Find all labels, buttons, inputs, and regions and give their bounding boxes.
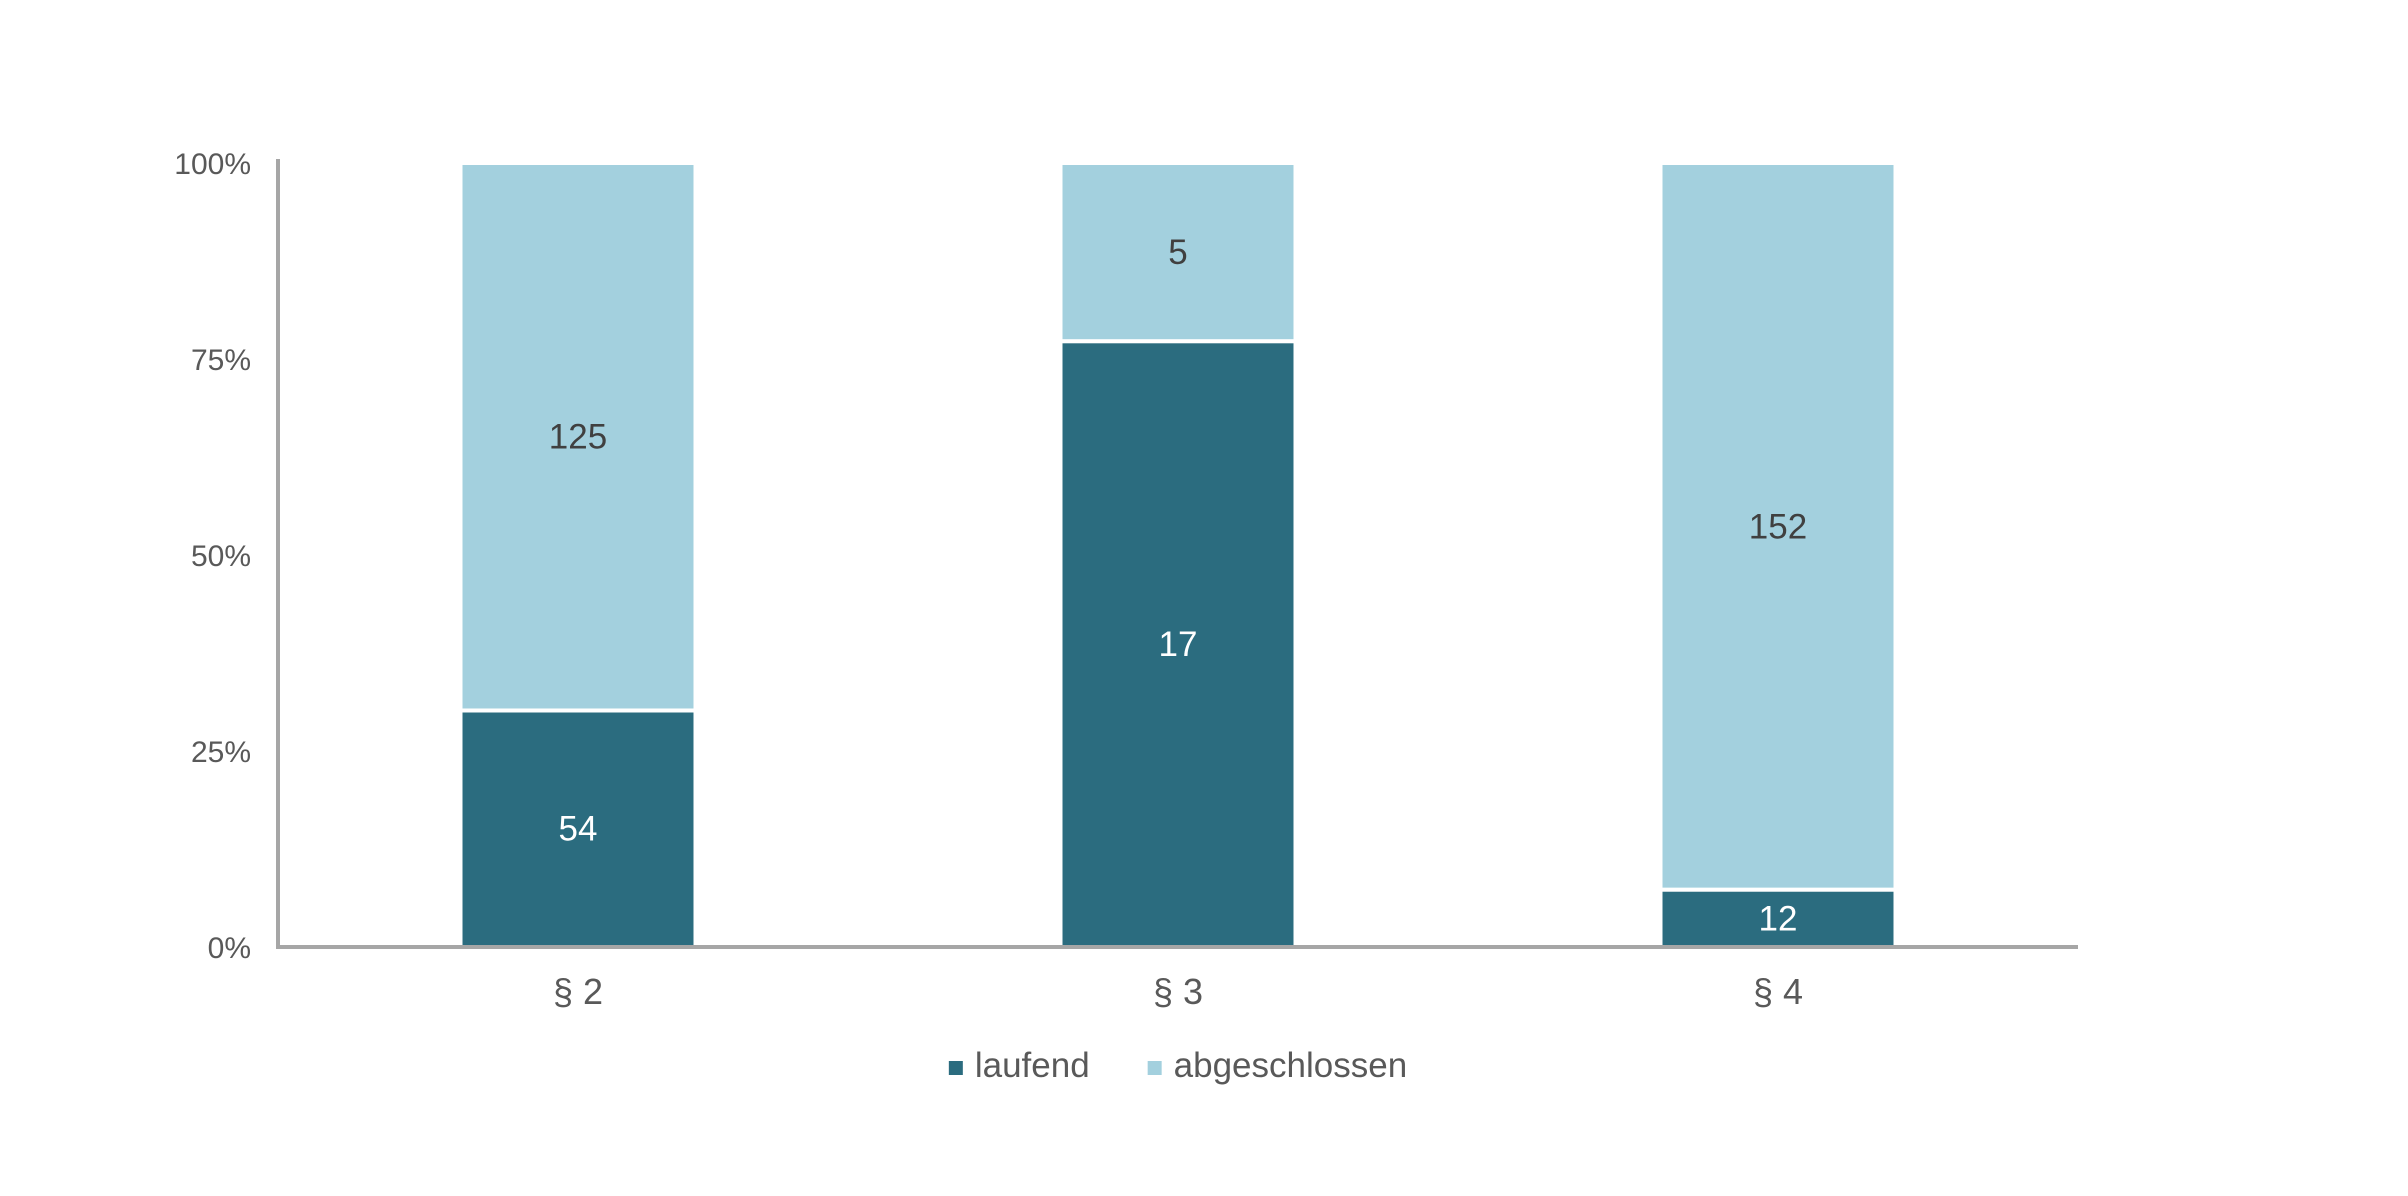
- x-tick-label: § 2: [553, 971, 603, 1012]
- y-tick-label: 50%: [191, 540, 251, 573]
- legend: laufend abgeschlossen: [948, 1046, 1408, 1085]
- bars-layer: [458, 161, 1898, 950]
- data-label-laufend-3: 12: [1759, 899, 1798, 938]
- bar-abgeschlossen-2: [1058, 161, 1298, 344]
- data-label-laufend-1: 54: [559, 810, 598, 849]
- data-labels-layer: 54 125 17 5 12 152: [549, 233, 1807, 938]
- legend-label-abgeschlossen: abgeschlossen: [1174, 1046, 1408, 1085]
- bar-abgeschlossen-3: [1658, 161, 1898, 892]
- y-tick-label: 0%: [208, 932, 251, 965]
- bar-laufend-1: [458, 708, 698, 949]
- data-label-abgeschlossen-1: 125: [549, 418, 607, 457]
- y-tick-label: 75%: [191, 344, 251, 377]
- legend-swatch-abgeschlossen: [1147, 1061, 1162, 1075]
- y-tick-label: 100%: [174, 148, 251, 181]
- data-label-abgeschlossen-3: 152: [1749, 507, 1807, 546]
- bar-abgeschlossen-1: [458, 161, 698, 713]
- data-label-abgeschlossen-2: 5: [1168, 233, 1187, 272]
- legend-swatch-laufend: [948, 1061, 963, 1075]
- legend-label-laufend: laufend: [975, 1046, 1090, 1085]
- y-tick-label: 25%: [191, 736, 251, 769]
- x-tick-label: § 3: [1153, 971, 1203, 1012]
- axes-layer: § 2 § 3 § 4 0% 25% 50% 75% 100%: [174, 148, 2078, 1012]
- data-label-laufend-2: 17: [1159, 625, 1198, 664]
- x-tick-label: § 4: [1753, 971, 1803, 1012]
